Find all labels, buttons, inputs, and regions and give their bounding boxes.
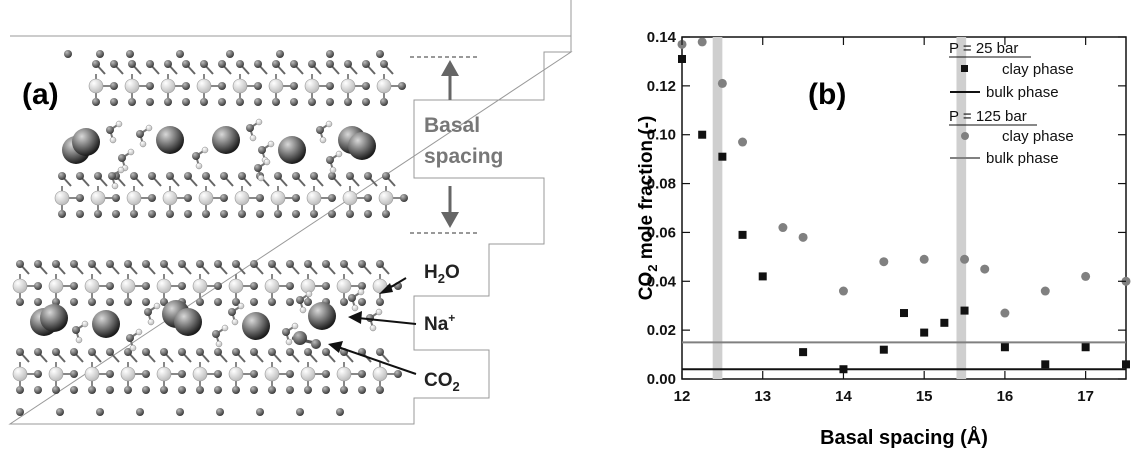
- x-tick-label: 17: [1077, 388, 1094, 405]
- legend-clay-125: clay phase: [1002, 128, 1074, 145]
- shaded-band: [712, 37, 723, 379]
- basal-spacing-label-line1: Basal: [424, 114, 480, 137]
- h2o-arrow: [379, 277, 407, 294]
- data-point-clay-125bar: [838, 286, 848, 296]
- x-tick-label: 12: [674, 388, 691, 405]
- x-tick-label: 16: [997, 388, 1014, 405]
- data-point-clay-25bar: [940, 318, 949, 327]
- panel-a: (a) Basal spacing H2O Na+ CO2: [8, 0, 573, 425]
- panel-b-label: (b): [808, 78, 846, 111]
- y-tick-label: 0.08: [647, 176, 676, 193]
- x-tick-label: 15: [916, 388, 933, 405]
- y-tick-label: 0.00: [647, 371, 676, 388]
- basal-spacing-arrow-top: [441, 60, 459, 100]
- data-point-clay-25bar: [1081, 343, 1090, 352]
- y-tick-label: 0.04: [647, 273, 677, 290]
- y-axis-ticks: 0.00 0.02 0.04 0.06 0.08 0.10 0.12 0.14: [647, 29, 1126, 388]
- data-point-clay-25bar: [879, 345, 888, 354]
- legend-clay-25: clay phase: [1002, 61, 1074, 78]
- y-tick-label: 0.06: [647, 224, 676, 241]
- data-point-clay-125bar: [778, 223, 788, 233]
- y-tick-label: 0.10: [647, 127, 676, 144]
- data-point-clay-125bar: [879, 257, 889, 267]
- data-point-clay-125bar: [960, 254, 970, 264]
- data-point-clay-25bar: [900, 309, 908, 318]
- data-point-clay-25bar: [960, 306, 969, 315]
- y-axis-label: CO2 mole fraction (-): [636, 116, 660, 301]
- data-point-clay-25bar: [1122, 360, 1130, 369]
- h2o-label: H2O: [424, 262, 460, 286]
- x-axis-ticks: 12 13 14 15 16 17: [674, 37, 1094, 405]
- molecular-structure: [12, 50, 408, 416]
- legend-heading-25: P = 25 bar: [949, 40, 1018, 57]
- data-point-clay-125bar: [919, 254, 929, 264]
- panel-a-frame: [10, 2, 571, 36]
- data-point-clay-25bar: [1000, 343, 1009, 352]
- data-point-clay-25bar: [1041, 360, 1050, 369]
- data-point-clay-25bar: [799, 348, 808, 357]
- shaded-bands: [712, 37, 967, 379]
- data-point-clay-25bar: [839, 365, 848, 374]
- co2-arrow: [328, 341, 417, 375]
- co2-label: CO2: [424, 370, 460, 394]
- shaded-band: [956, 37, 967, 379]
- data-point-clay-25bar: [738, 230, 747, 239]
- data-point-clay-125bar: [1040, 286, 1050, 296]
- legend-bulk-125: bulk phase: [986, 150, 1059, 167]
- data-point-clay-25bar: [718, 152, 727, 161]
- basal-spacing-arrow-bottom: [441, 186, 459, 228]
- legend-marker-clay-125: [961, 132, 969, 140]
- panel-a-label: (a): [22, 78, 59, 111]
- data-points: [677, 37, 1131, 374]
- x-axis-label: Basal spacing (Å): [820, 425, 988, 449]
- legend-bulk-25: bulk phase: [986, 84, 1059, 101]
- data-point-clay-125bar: [980, 264, 990, 274]
- data-point-clay-125bar: [717, 78, 727, 88]
- data-point-clay-25bar: [678, 54, 686, 63]
- data-point-clay-125bar: [1000, 308, 1010, 318]
- data-point-clay-25bar: [758, 272, 767, 281]
- x-tick-label: 14: [835, 388, 852, 405]
- plot-area: [681, 36, 1127, 380]
- na-label: Na+: [424, 311, 455, 335]
- data-point-clay-125bar: [798, 232, 808, 242]
- legend-heading-125: P = 125 bar: [949, 108, 1027, 125]
- legend: P = 25 bar clay phase bulk phase P = 125…: [949, 40, 1074, 167]
- basal-spacing-label-line2: spacing: [424, 145, 503, 168]
- data-point-clay-125bar: [738, 137, 748, 147]
- y-tick-label: 0.14: [647, 29, 677, 46]
- bulk-phase-lines: [682, 341, 1126, 371]
- y-tick-label: 0.02: [647, 322, 676, 339]
- x-tick-label: 13: [754, 388, 771, 405]
- data-point-clay-125bar: [1081, 271, 1091, 281]
- data-point-clay-25bar: [920, 328, 929, 337]
- data-point-clay-125bar: [697, 37, 707, 47]
- legend-marker-clay-25: [961, 65, 968, 72]
- na-arrow: [348, 311, 417, 325]
- y-tick-label: 0.12: [647, 78, 676, 95]
- panel-b: 12 13 14 15 16 17 0.00 0.02 0.04 0.06 0.08 0.10 0.1…: [636, 29, 1131, 449]
- data-point-clay-25bar: [698, 130, 707, 139]
